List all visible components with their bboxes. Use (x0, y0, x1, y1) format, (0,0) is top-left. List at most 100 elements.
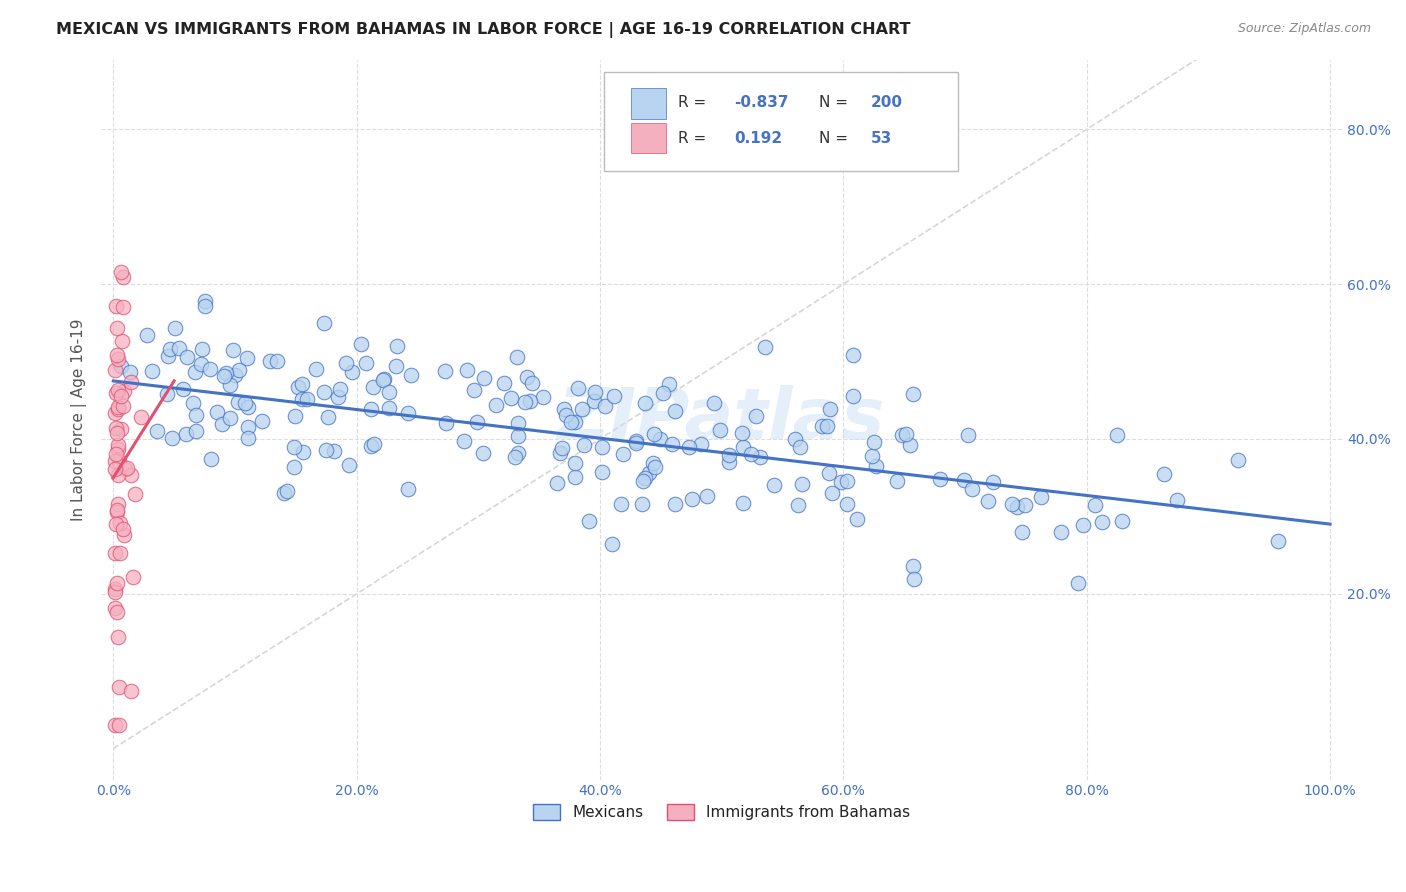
Point (835, 475, 858, 489)
Point (865, 458, 887, 473)
Point (652, 385, 675, 400)
Point (434, 364, 457, 378)
Point (508, 446, 530, 460)
Point (235, 396, 257, 410)
Point (105, 321, 128, 335)
Point (733, 440, 755, 454)
Point (891, 428, 914, 442)
Point (104, 385, 127, 400)
Point (181, 395, 204, 409)
Text: MEXICAN VS IMMIGRANTS FROM BAHAMAS IN LABOR FORCE | AGE 16-19 CORRELATION CHART: MEXICAN VS IMMIGRANTS FROM BAHAMAS IN LA… (56, 22, 911, 38)
Point (292, 445, 315, 459)
Point (953, 474, 976, 488)
Legend: Mexicans, Immigrants from Bahamas: Mexicans, Immigrants from Bahamas (527, 797, 917, 826)
Point (626, 434, 648, 449)
Point (110, 265, 132, 279)
Point (105, 605, 128, 619)
Point (472, 370, 495, 384)
Point (499, 391, 522, 405)
Point (108, 680, 131, 694)
Point (252, 414, 274, 428)
Point (312, 317, 335, 331)
Point (595, 400, 617, 414)
Point (754, 340, 776, 354)
Point (643, 427, 665, 442)
Point (811, 418, 834, 433)
Point (228, 363, 250, 377)
Text: R =: R = (678, 95, 706, 111)
Point (236, 420, 259, 434)
Point (485, 398, 508, 412)
Point (326, 390, 349, 404)
Point (564, 470, 586, 484)
Point (287, 379, 309, 393)
Point (198, 362, 221, 376)
Point (141, 364, 163, 378)
Point (104, 363, 127, 377)
Point (1227, 453, 1250, 467)
Point (453, 434, 475, 448)
Point (218, 411, 240, 425)
Point (681, 492, 703, 507)
Point (634, 471, 657, 485)
Point (174, 427, 197, 442)
Point (105, 348, 128, 362)
Point (709, 423, 731, 437)
Point (184, 408, 207, 422)
Point (1267, 533, 1289, 548)
Point (124, 487, 146, 501)
Point (226, 394, 249, 409)
Point (103, 585, 125, 599)
Point (1153, 467, 1175, 482)
Point (104, 600, 127, 615)
Text: ZIPatlas: ZIPatlas (558, 385, 886, 454)
Point (981, 475, 1004, 489)
Point (717, 448, 740, 462)
Point (696, 489, 718, 503)
Point (548, 445, 571, 459)
Point (434, 416, 457, 430)
Point (631, 497, 654, 511)
Point (664, 497, 686, 511)
Point (107, 630, 129, 644)
Point (644, 459, 666, 474)
Point (385, 339, 408, 353)
Point (519, 394, 541, 409)
Point (205, 405, 228, 419)
Point (104, 298, 127, 312)
Text: -0.837: -0.837 (734, 95, 789, 111)
Point (350, 337, 373, 351)
Point (120, 375, 142, 389)
Point (513, 395, 536, 409)
Point (817, 419, 839, 434)
Point (399, 368, 422, 382)
Point (295, 392, 318, 406)
Point (103, 406, 125, 420)
Point (259, 354, 281, 368)
Point (560, 415, 582, 429)
Point (624, 436, 647, 450)
Point (104, 446, 127, 460)
Point (1105, 428, 1128, 442)
Point (212, 369, 235, 384)
Point (266, 354, 288, 368)
Point (567, 381, 589, 395)
Point (1011, 524, 1033, 539)
Point (571, 401, 593, 416)
Point (160, 431, 183, 445)
Point (1029, 490, 1052, 504)
Point (903, 572, 925, 586)
Point (323, 443, 346, 458)
Point (291, 377, 314, 392)
Point (583, 384, 606, 399)
Point (157, 350, 180, 364)
Point (612, 447, 634, 461)
Point (107, 442, 129, 457)
Point (960, 482, 983, 496)
Point (112, 523, 135, 537)
Point (283, 440, 305, 454)
Point (283, 460, 305, 475)
Point (360, 439, 382, 453)
Text: N =: N = (818, 130, 848, 145)
Point (211, 417, 233, 431)
